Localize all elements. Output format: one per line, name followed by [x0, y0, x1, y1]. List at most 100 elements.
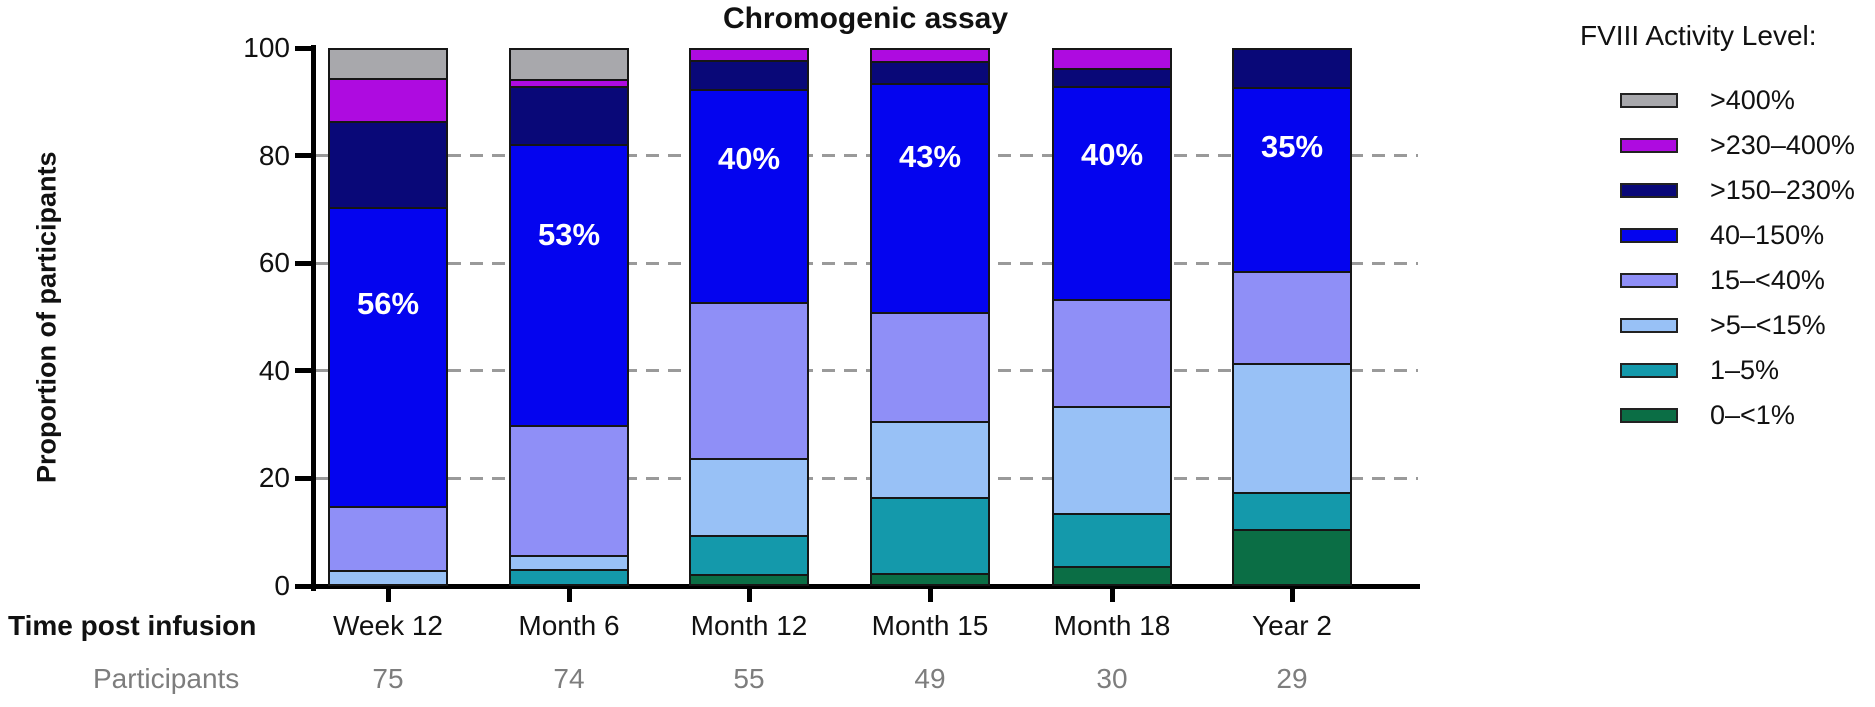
participant-count-1: 75 [372, 663, 404, 694]
segment--5-15- [330, 569, 446, 584]
legend-label: >150–230% [1710, 175, 1855, 205]
x-tick-4 [927, 589, 933, 602]
y-tick-80 [295, 153, 311, 159]
legend-item: >150–230% [1580, 168, 1875, 213]
legend-item: >5–<15% [1580, 303, 1875, 348]
gridline-20 [316, 476, 1418, 480]
y-tick-label-100: 100 [243, 32, 290, 63]
legend-swatch-15-40- [1620, 273, 1678, 288]
participant-count-2: 74 [553, 663, 585, 694]
segment--230-400- [511, 78, 627, 87]
segment--230-400- [1054, 50, 1170, 68]
segment--5-15- [691, 457, 807, 536]
x-tick-6 [1289, 589, 1295, 602]
x-tick-1 [385, 589, 391, 602]
legend-rows: >400% >230–400% >150–230% 40–150% 15–<40% >5–… [1580, 78, 1875, 438]
legend-swatch--400- [1620, 93, 1678, 108]
segment-15-40- [511, 425, 627, 556]
legend-label: >400% [1710, 85, 1795, 115]
legend-swatch--5-15- [1620, 318, 1678, 333]
bar-month-15: 43% [870, 48, 990, 586]
segment--5-15- [1234, 363, 1350, 492]
segment-40-150-: 40% [1054, 85, 1170, 300]
legend-title: FVIII Activity Level: [1580, 20, 1817, 51]
segment-40-150-: 56% [330, 206, 446, 506]
segment-15-40- [872, 311, 988, 421]
segment--5-15- [872, 420, 988, 497]
segment-15-40- [1054, 299, 1170, 406]
legend-item: >230–400% [1580, 123, 1875, 168]
legend-swatch-0-1- [1620, 408, 1678, 423]
segment-40-150-: 40% [691, 88, 807, 303]
segment-15-40- [1234, 270, 1350, 363]
segment--230-400- [330, 78, 446, 122]
bar-month-6: 53% [509, 48, 629, 586]
segment--150-230- [511, 86, 627, 144]
segment--150-230- [872, 60, 988, 83]
legend-swatch-1-5- [1620, 363, 1678, 378]
x-tick-5 [1109, 589, 1115, 602]
y-tick-label-80: 80 [258, 139, 290, 171]
gridline-40 [316, 369, 1418, 373]
legend-label: 1–5% [1710, 355, 1780, 385]
segment--150-230- [330, 121, 446, 207]
y-tick-60 [295, 260, 311, 266]
legend: FVIII Activity Level: >400% >230–400% >150… [1580, 20, 1875, 438]
participant-count-6: 29 [1276, 663, 1308, 694]
x-axis-row-title: Time post infusion [8, 610, 257, 641]
y-tick-100 [295, 45, 311, 51]
segment-15-40- [691, 302, 807, 458]
legend-item: >400% [1580, 78, 1875, 123]
participant-count-4: 49 [914, 663, 946, 694]
segment--150-230- [1234, 50, 1350, 87]
segment-percentage-label: 35% [1260, 129, 1324, 165]
segment-0-1- [1054, 566, 1170, 584]
segment-40-150-: 43% [872, 82, 988, 312]
y-axis-label: Proportion of participants [31, 151, 62, 483]
segment-15-40- [330, 505, 446, 570]
segment-percentage-label: 56% [356, 285, 420, 321]
legend-swatch--230-400- [1620, 138, 1678, 153]
segment-1-5- [511, 569, 627, 584]
segment--5-15- [511, 555, 627, 570]
legend-label: >5–<15% [1710, 310, 1826, 340]
bar-week-12: 56% [328, 48, 448, 586]
legend-item: 1–5% [1580, 348, 1875, 393]
bar-year-2: 35% [1232, 48, 1352, 586]
y-tick-20 [295, 475, 311, 481]
bar-month-12: 40% [689, 48, 809, 586]
segment-0-1- [691, 574, 807, 584]
y-tick-0 [295, 583, 311, 589]
gridline-80 [316, 154, 1418, 158]
legend-label: 0–<1% [1710, 400, 1795, 430]
segment-percentage-label: 53% [537, 217, 601, 253]
segment-percentage-label: 43% [898, 139, 962, 175]
segment-1-5- [691, 535, 807, 575]
y-tick-label-60: 60 [258, 247, 290, 279]
legend-label: 15–<40% [1710, 265, 1825, 295]
category-label-4: Month 15 [871, 610, 989, 641]
segment-0-1- [872, 573, 988, 584]
participant-count-5: 30 [1096, 663, 1128, 694]
legend-swatch-40-150- [1620, 228, 1678, 243]
x-tick-3 [746, 589, 752, 602]
segment--230-400- [691, 50, 807, 60]
x-axis-line [311, 584, 1420, 589]
y-tick-label-20: 20 [258, 462, 290, 494]
segment-1-5- [1054, 512, 1170, 567]
segment--400- [330, 50, 446, 79]
y-tick-label-0: 0 [274, 570, 290, 601]
category-label-3: Month 12 [690, 610, 808, 641]
y-axis-line [311, 45, 316, 591]
segment-40-150-: 35% [1234, 86, 1350, 271]
legend-label: >230–400% [1710, 130, 1855, 160]
segment--400- [511, 50, 627, 79]
legend-item: 15–<40% [1580, 258, 1875, 303]
participant-count-3: 55 [733, 663, 765, 694]
segment-percentage-label: 40% [717, 140, 781, 176]
segment-0-1- [1234, 528, 1350, 584]
legend-swatch--150-230- [1620, 183, 1678, 198]
category-label-6: Year 2 [1252, 610, 1332, 641]
bar-month-18: 40% [1052, 48, 1172, 586]
